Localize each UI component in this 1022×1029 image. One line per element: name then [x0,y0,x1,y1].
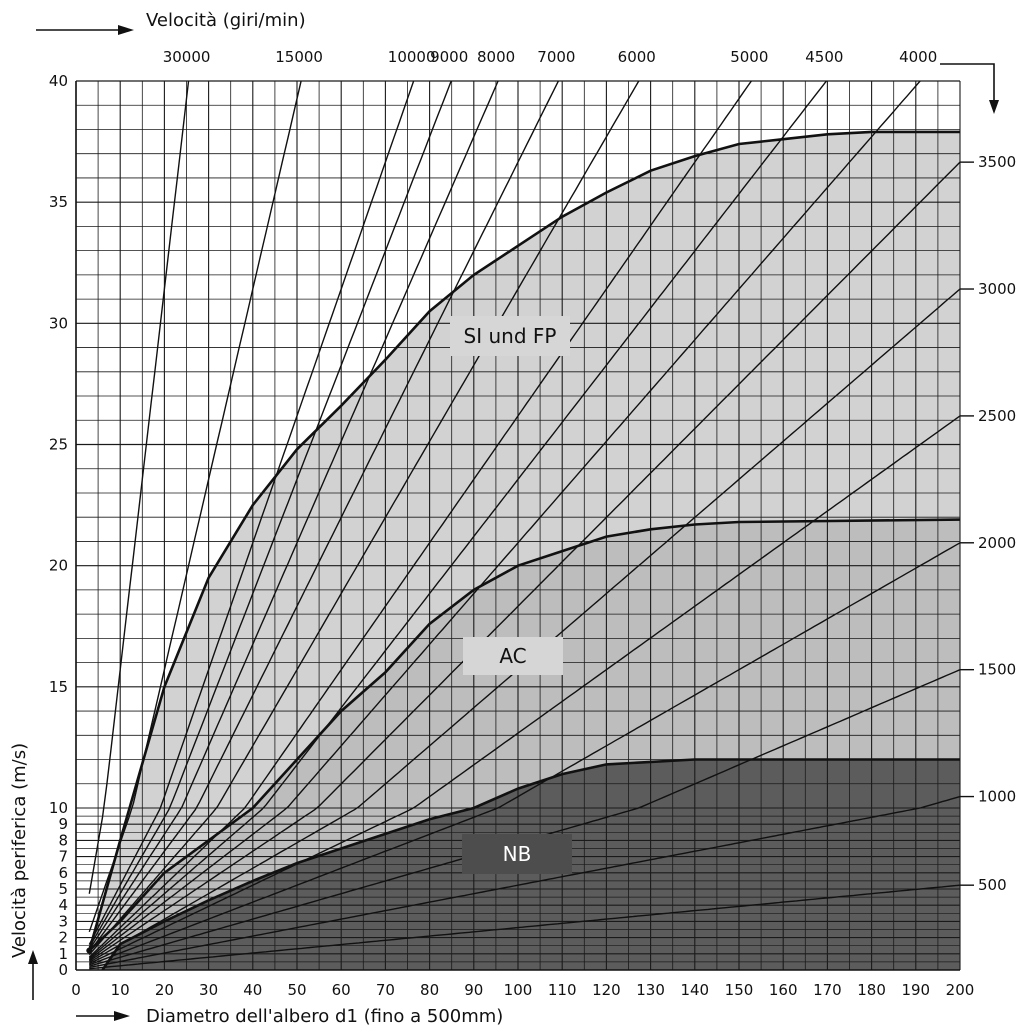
y-tick-label: 10 [49,799,68,817]
x-tick-label: 180 [857,981,886,999]
region-label-ac-bg [463,637,563,675]
region-label-si-fp: SI und FP [464,324,557,348]
rpm-line-1000 [89,795,960,969]
rpm-top-label: 4000 [899,48,937,66]
top-axis-title: Velocità (giri/min) [146,10,306,31]
rpm-right-label: 2000 [978,534,1016,552]
y-tick-label: 3 [58,912,68,930]
bottom-arrow-head [114,1011,130,1021]
rpm-line-4500 [88,81,828,960]
rpm-top-label: 8000 [477,48,515,66]
boundary-curve-2 [101,758,960,970]
x-tick-label: 110 [548,981,577,999]
x-tick-label: 160 [769,981,798,999]
rpm-right-label: 2500 [978,407,1016,425]
y-tick-label: 35 [49,193,68,211]
rpm-top-label: 7000 [537,48,575,66]
x-tick-label: 70 [376,981,395,999]
rpm-line-3500 [88,161,960,962]
top-arrow-head [118,25,134,35]
y-tick-label: 8 [58,831,68,849]
x-axis-title: Diametro dell'albero d1 (fino a 500mm) [146,1006,503,1027]
rpm-right-label: 3000 [978,280,1016,298]
rpm-line-30000 [88,81,190,894]
axes-layer [75,81,960,971]
rpm-top-label: 30000 [163,48,211,66]
rpm-top-label: 15000 [275,48,323,66]
x-tick-label: 170 [813,981,842,999]
boundary-curves-layer [88,130,960,970]
y-tick-label: 20 [49,557,68,575]
y-axis-title: Velocità periferica (m/s) [9,743,30,958]
rpm-line-500 [89,884,960,970]
rpm-line-15000 [88,81,302,933]
x-tick-label: 60 [332,981,351,999]
rpm-line-2000 [89,542,960,966]
x-tick-label: 30 [199,981,218,999]
rpm-top-label: 9000 [430,48,468,66]
x-tick-label: 10 [111,981,130,999]
right-bracket-arrow [940,63,995,104]
x-tick-label: 20 [155,981,174,999]
rpm-top-label: 4500 [805,48,843,66]
rpm-top-label: 5000 [730,48,768,66]
x-tick-label: 40 [243,981,262,999]
y-tick-label: 6 [58,864,68,882]
rpm-line-6000 [88,81,640,956]
x-tick-label: 140 [680,981,709,999]
x-tick-label: 80 [420,981,439,999]
region-label-si-fp-bg [450,316,570,356]
right-bracket-arrow-head [989,100,999,114]
y-tick-label: 0 [58,961,68,979]
x-tick-label: 90 [464,981,483,999]
y-tick-label: 4 [58,896,68,914]
rpm-right-label: 1000 [978,788,1016,806]
rpm-line-4000 [88,81,921,961]
rpm-line-10000 [88,81,415,945]
x-tick-label: 190 [901,981,930,999]
x-tick-label: 100 [504,981,533,999]
y-tick-label: 15 [49,678,68,696]
labels-layer: 0 10 20 30 40 50 60 70 80 90 100 110 120 130 140 150 160… [9,10,1016,1027]
rpm-line-5000 [88,81,753,958]
x-tick-label: 50 [287,981,306,999]
rpm-line-7000 [88,81,560,953]
grid-layer [75,80,961,971]
rpm-line-9000 [88,81,452,948]
y-arrow-head [28,950,38,964]
rpm-right-label: 1500 [978,661,1016,679]
boundary-curve-1 [88,518,960,952]
boundary-curve-0 [88,130,960,951]
y-tick-label: 25 [49,436,68,454]
region-label-ac: AC [499,644,526,668]
x-tick-label: 200 [946,981,975,999]
rpm-right-label: 3500 [978,153,1016,171]
y-tick-label: 2 [58,929,68,947]
x-tick-label: 130 [636,981,665,999]
region-label-nb-bg [462,834,572,874]
y-tick-label: 7 [58,848,68,866]
rpm-top-label: 10000 [388,48,436,66]
x-tick-label: 120 [592,981,621,999]
y-tick-label: 30 [49,314,68,332]
rpm-right-label: 500 [978,876,1007,894]
y-tick-label: 1 [58,945,68,963]
y-tick-label: 9 [58,815,68,833]
y-tick-label: 5 [58,880,68,898]
rpm-line-8000 [88,81,499,950]
y-tick-label: 40 [49,72,68,90]
x-tick-label: 0 [71,981,81,999]
region-label-nb: NB [503,842,532,866]
rpm-top-label: 6000 [618,48,656,66]
x-tick-label: 150 [725,981,754,999]
